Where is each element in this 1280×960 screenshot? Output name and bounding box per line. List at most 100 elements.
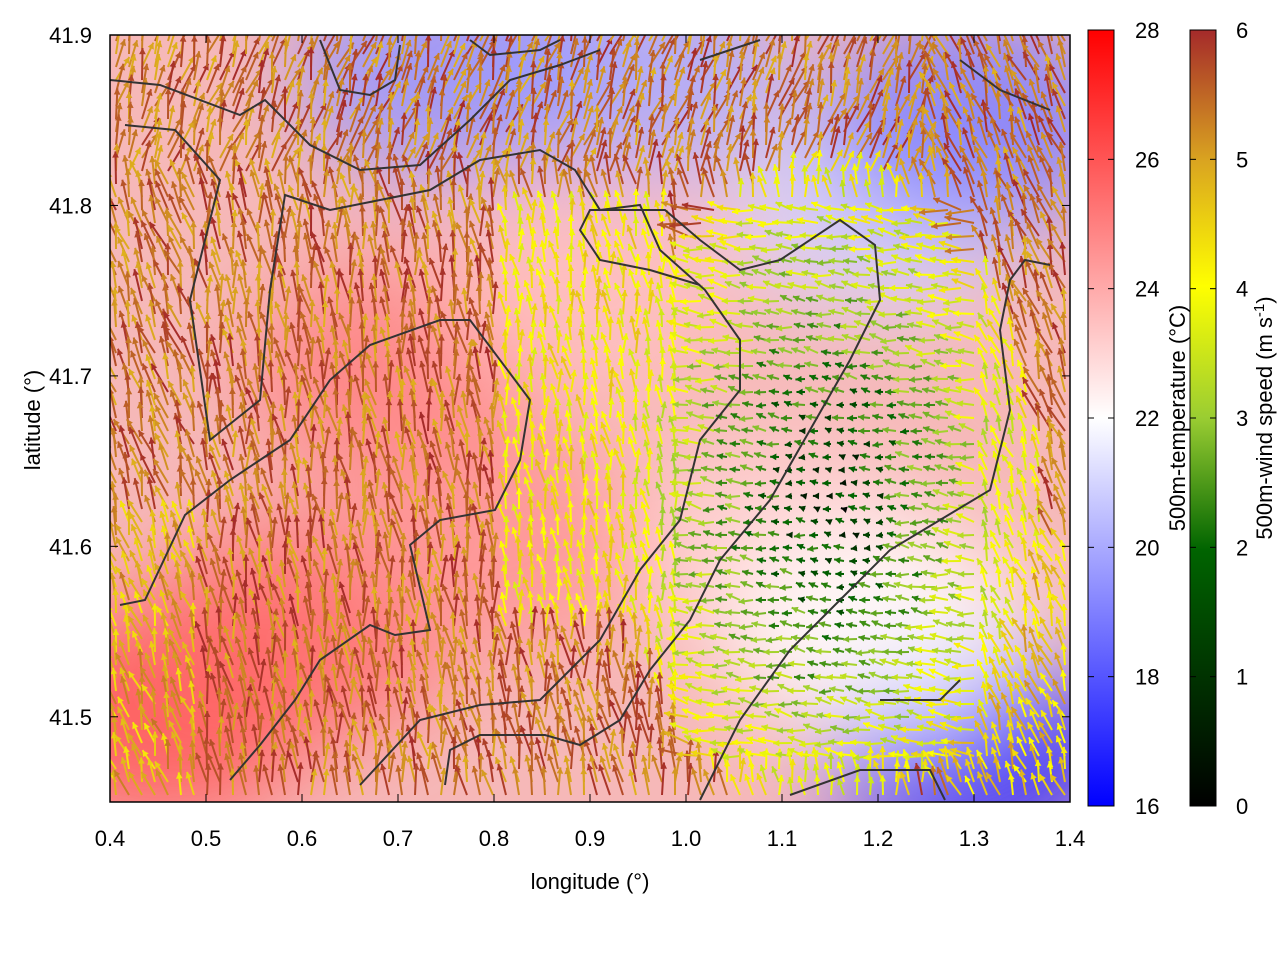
wind-arrow — [209, 739, 221, 770]
wind-arrow — [309, 116, 317, 146]
wind-arrow — [301, 322, 312, 354]
wind-arrow — [258, 749, 266, 783]
wind-arrow — [269, 209, 277, 237]
wind-arrow — [301, 274, 312, 302]
wind-colorbar-label: 500m-wind speed (m s-1) — [1251, 296, 1277, 539]
wind-arrow — [297, 286, 312, 315]
wind-arrow — [217, 400, 225, 432]
wind-arrow — [147, 758, 156, 783]
wind-arrow — [284, 286, 292, 315]
wind-arrow — [254, 274, 262, 302]
wind-arrow — [227, 547, 234, 575]
colorbar-tick-label: 6 — [1236, 18, 1248, 43]
wind-arrow — [132, 477, 143, 510]
wind-arrow — [319, 726, 327, 757]
wind-arrow — [263, 219, 273, 250]
wind-arrow — [148, 221, 169, 250]
wind-arrow — [147, 282, 156, 315]
wind-arrow — [297, 193, 305, 224]
wind-arrow — [224, 274, 234, 302]
wind-arrow — [288, 593, 299, 627]
wind-arrow — [208, 261, 221, 289]
wind-arrow — [125, 336, 132, 367]
wind-arrow — [154, 159, 169, 185]
wind-arrow — [154, 404, 169, 432]
wind-arrow — [318, 359, 326, 393]
wind-arrow — [280, 373, 288, 406]
wind-arrow — [162, 352, 169, 380]
wind-arrow — [138, 467, 146, 497]
wind-arrow — [261, 483, 273, 510]
wind-arrow — [160, 612, 169, 640]
wind-arrow — [267, 360, 275, 393]
x-tick-label: 0.7 — [383, 826, 414, 851]
wind-arrow — [256, 128, 264, 159]
wind-arrow — [124, 627, 132, 653]
wind-arrow — [236, 164, 247, 198]
wind-arrow — [219, 35, 223, 42]
wind-arrow — [148, 299, 156, 328]
wind-arrow — [124, 168, 132, 198]
wind-arrow — [214, 209, 222, 237]
wind-arrow — [154, 485, 169, 510]
wind-arrow — [193, 92, 206, 120]
wind-arrow — [167, 380, 182, 406]
wind-arrow — [204, 763, 212, 796]
wind-arrow — [321, 596, 329, 627]
wind-arrow — [144, 652, 156, 679]
wind-arrow — [293, 515, 301, 549]
wind-arrow — [151, 731, 159, 757]
wind-arrow — [117, 696, 130, 718]
wind-arrow — [296, 220, 303, 250]
wind-arrow — [110, 220, 117, 237]
wind-arrow — [320, 477, 328, 510]
wind-arrow — [305, 464, 312, 497]
wind-arrow — [128, 35, 131, 55]
wind-arrow — [323, 220, 332, 250]
wind-arrow — [152, 468, 169, 497]
wind-arrow — [309, 337, 317, 367]
wind-arrow — [336, 129, 349, 159]
wind-arrow — [262, 764, 273, 796]
wind-arrow — [223, 470, 234, 497]
wind-arrow — [236, 312, 247, 341]
wind-arrow — [230, 220, 238, 250]
wind-arrow — [300, 363, 312, 393]
wind-arrow — [254, 334, 261, 367]
wind-colorbar-label-main: 500m-wind speed (m s — [1252, 317, 1277, 540]
wind-arrow — [134, 560, 143, 588]
wind-arrow — [305, 529, 312, 562]
wind-arrow — [322, 79, 329, 107]
wind-arrow — [278, 404, 286, 432]
wind-arrow — [242, 554, 250, 588]
wind-arrow — [304, 581, 312, 614]
wind-arrow — [245, 412, 254, 445]
wind-arrow — [225, 404, 234, 432]
wind-arrow — [159, 549, 169, 575]
wind-arrow — [223, 625, 234, 653]
wind-arrow — [252, 467, 260, 497]
wind-arrow — [237, 674, 247, 705]
wind-arrow — [296, 762, 304, 796]
wind-arrow — [281, 86, 289, 120]
wind-arrow — [168, 705, 182, 731]
wind-arrow — [237, 425, 247, 458]
wind-arrow — [323, 169, 330, 198]
wind-colorbar-label-end: ) — [1252, 296, 1277, 303]
wind-arrow — [128, 444, 143, 471]
wind-arrow — [253, 765, 260, 796]
wind-arrow — [206, 63, 220, 94]
wind-arrow — [222, 675, 234, 705]
wind-arrow — [214, 492, 221, 523]
wind-arrow — [254, 299, 262, 328]
temperature-colorbar-label: 500m-temperature (°C) — [1165, 305, 1190, 531]
wind-arrow — [304, 348, 312, 380]
wind-arrow — [310, 768, 318, 796]
wind-arrow — [179, 469, 195, 497]
wind-arrow — [138, 707, 156, 731]
wind-arrow — [168, 193, 182, 224]
wind-arrow — [264, 179, 273, 211]
wind-arrow — [245, 37, 260, 68]
wind-arrow — [145, 262, 156, 289]
wind-arrow — [160, 653, 169, 679]
